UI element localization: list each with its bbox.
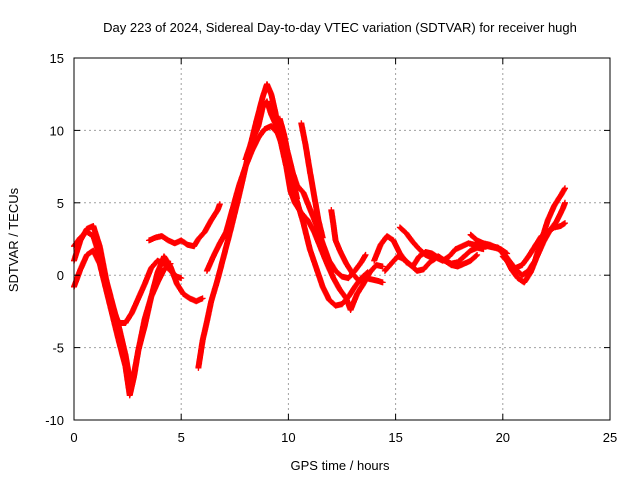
y-tick-label: 10 <box>50 123 64 138</box>
chart-title: Day 223 of 2024, Sidereal Day-to-day VTE… <box>103 20 577 35</box>
x-tick-label: 0 <box>70 430 77 445</box>
marker-trace <box>146 201 223 250</box>
series-track-16 <box>499 220 568 271</box>
marker-trace <box>195 81 386 371</box>
x-tick-label: 25 <box>603 430 617 445</box>
x-tick-label: 15 <box>388 430 402 445</box>
y-tick-label: 15 <box>50 51 64 66</box>
y-tick-label: 5 <box>57 196 64 211</box>
y-tick-label: 0 <box>57 268 64 283</box>
y-tick-label: -5 <box>52 341 64 356</box>
x-tick-label: 20 <box>496 430 510 445</box>
series-track-5 <box>195 81 386 371</box>
x-tick-label: 10 <box>281 430 295 445</box>
x-axis-label: GPS time / hours <box>291 458 390 473</box>
series-track-8 <box>276 115 300 202</box>
series-track-1 <box>71 228 185 326</box>
series-track-9 <box>298 120 326 241</box>
marker-trace <box>71 228 185 326</box>
series-track-7 <box>242 98 369 282</box>
axis-ticks: 0 5 10 15 20 25 -10 -5 0 5 10 15 <box>45 51 617 445</box>
plot-frame <box>73 57 611 421</box>
marker-trace <box>242 98 369 282</box>
data-markers <box>71 81 568 399</box>
series-track-4 <box>146 201 223 250</box>
x-tick-label: 5 <box>178 430 185 445</box>
marker-trace <box>489 199 568 286</box>
series-track-15 <box>489 199 568 286</box>
y-tick-label: -10 <box>45 413 64 428</box>
y-axis-label: SDTVAR / TECUs <box>6 187 21 292</box>
series-track-10 <box>328 207 386 286</box>
